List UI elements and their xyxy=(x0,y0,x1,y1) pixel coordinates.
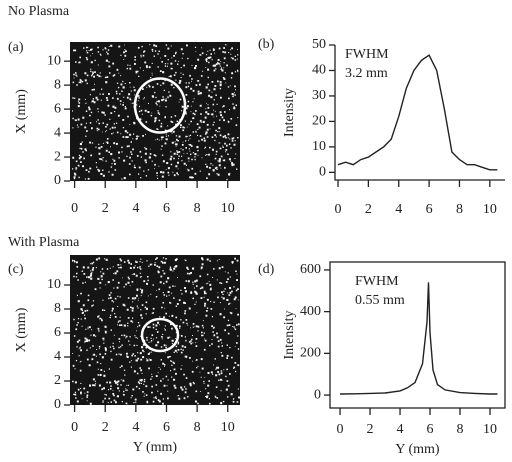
y-tick-label: 10 xyxy=(312,139,326,154)
x-tick-label: 6 xyxy=(426,202,433,217)
y-tick-label: 4 xyxy=(54,125,61,140)
x-tick-label: 0 xyxy=(71,201,78,216)
x-tick-label: 10 xyxy=(483,422,497,437)
x-tick-label: 10 xyxy=(221,201,235,216)
y-tick-label: 2 xyxy=(54,149,61,164)
y-tick-label: 200 xyxy=(300,346,321,361)
y-tick-label: 40 xyxy=(312,63,326,78)
line xyxy=(337,54,498,171)
x-tick-label: 2 xyxy=(365,202,372,217)
y-axis-label: Intensity xyxy=(282,88,297,137)
x-tick-label: 4 xyxy=(397,422,404,437)
y-tick-label: 4 xyxy=(54,349,61,364)
heading: No Plasma xyxy=(8,4,70,19)
x-tick-label: 10 xyxy=(221,420,235,435)
y-tick-label: 400 xyxy=(300,304,321,319)
annotation: 3.2 mm xyxy=(345,66,388,81)
heading: With Plasma xyxy=(8,235,80,250)
speckle xyxy=(72,257,240,405)
y-tick-label: 6 xyxy=(54,325,61,340)
frame xyxy=(329,261,506,409)
x-axis-label: Y (mm) xyxy=(133,440,178,455)
panel-label: (a) xyxy=(8,40,24,55)
y-tick-label: 10 xyxy=(47,277,61,292)
x-tick-label: 8 xyxy=(194,201,201,216)
x-tick-label: 2 xyxy=(102,420,109,435)
y-tick-label: 0 xyxy=(54,173,61,188)
x-tick-label: 2 xyxy=(102,201,109,216)
speckle-background xyxy=(70,255,240,405)
x-tick-label: 0 xyxy=(335,202,342,217)
x-tick-label: 0 xyxy=(71,420,78,435)
x-tick-label: 0 xyxy=(337,422,344,437)
y-tick-label: 0 xyxy=(54,397,61,412)
y-tick-label: 0 xyxy=(319,165,326,180)
x-tick-label: 10 xyxy=(483,202,497,217)
x-tick-label: 8 xyxy=(457,422,464,437)
y-tick-label: 2 xyxy=(54,373,61,388)
annotation: 0.55 mm xyxy=(355,293,405,308)
panel-label: (b) xyxy=(258,37,275,52)
y-tick-label: 600 xyxy=(300,262,321,277)
speckle xyxy=(72,44,239,181)
annotation: FWHM xyxy=(355,274,399,289)
x-tick-label: 6 xyxy=(163,420,170,435)
y-axis-label: X (mm) xyxy=(14,307,29,352)
y-tick-label: 8 xyxy=(54,301,61,316)
x-tick-label: 6 xyxy=(427,422,434,437)
ring xyxy=(140,317,180,353)
x-axis-label: Y (mm) xyxy=(395,442,440,457)
y-axis-label: X (mm) xyxy=(14,89,29,134)
x-tick-label: 8 xyxy=(456,202,463,217)
axes xyxy=(334,45,505,181)
x-tick-label: 6 xyxy=(163,201,170,216)
panel-label: (d) xyxy=(258,262,275,277)
x-tick-label: 4 xyxy=(395,202,402,217)
x-tick-label: 4 xyxy=(132,201,139,216)
y-tick-label: 8 xyxy=(54,77,61,92)
x-tick-label: 8 xyxy=(194,420,201,435)
line xyxy=(339,282,498,395)
y-tick-label: 0 xyxy=(314,387,321,402)
y-tick-label: 20 xyxy=(312,114,326,129)
speckle-background xyxy=(70,42,240,181)
ring xyxy=(133,77,187,134)
y-tick-label: 10 xyxy=(47,53,61,68)
y-axis-label: Intensity xyxy=(282,311,297,360)
annotation: FWHM xyxy=(345,47,389,62)
x-tick-label: 4 xyxy=(132,420,139,435)
y-tick-label: 6 xyxy=(54,101,61,116)
y-tick-label: 30 xyxy=(312,88,326,103)
y-tick-label: 50 xyxy=(312,37,326,52)
panel-label: (c) xyxy=(8,262,24,277)
x-tick-label: 2 xyxy=(367,422,374,437)
